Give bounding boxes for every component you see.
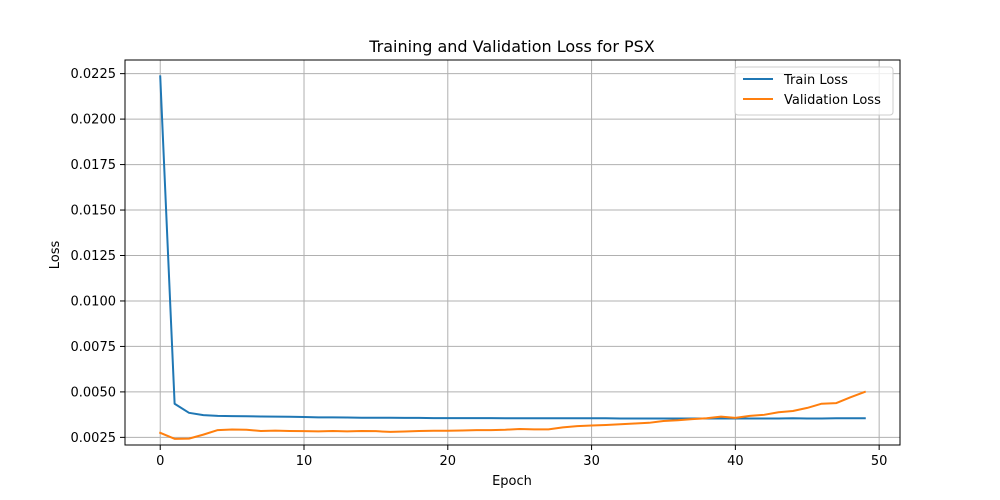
grid-lines: [125, 60, 900, 445]
y-axis-label: Loss: [48, 241, 63, 270]
legend: Train Loss Validation Loss: [734, 66, 894, 116]
x-tick-label: 50: [871, 454, 888, 469]
y-tick-label: 0.0200: [71, 113, 117, 128]
x-axis: 0 10 20 30 40 50: [156, 445, 887, 469]
y-tick-label: 0.0100: [71, 294, 117, 309]
x-tick-label: 30: [583, 454, 600, 469]
x-tick-label: 40: [727, 454, 744, 469]
plot-area: [125, 60, 900, 445]
series-line-validation-loss: [158, 390, 867, 440]
y-tick-label: 0.0075: [71, 340, 117, 355]
series-line-train-loss: [159, 75, 866, 420]
plot-frame: [124, 59, 901, 446]
y-tick-label: 0.0125: [71, 249, 117, 264]
y-tick-label: 0.0150: [71, 204, 117, 219]
y-axis: 0.0025 0.0050 0.0075 0.0100 0.0125 0.0150 0.01…: [71, 67, 125, 446]
legend-frame: [734, 66, 894, 116]
series-lines: [158, 75, 867, 440]
y-tick-label: 0.0225: [71, 67, 117, 82]
x-axis-label: Epoch: [492, 474, 532, 489]
legend-label-train-loss: Train Loss: [783, 73, 848, 88]
x-tick-label: 10: [296, 454, 313, 469]
x-tick-label: 20: [440, 454, 457, 469]
y-tick-label: 0.0025: [71, 431, 117, 446]
x-tick-label: 0: [156, 454, 164, 469]
y-tick-label: 0.0050: [71, 385, 117, 400]
chart-title: Training and Validation Loss for PSX: [368, 37, 655, 56]
y-tick-label: 0.0175: [71, 158, 117, 173]
legend-label-validation-loss: Validation Loss: [784, 93, 881, 108]
